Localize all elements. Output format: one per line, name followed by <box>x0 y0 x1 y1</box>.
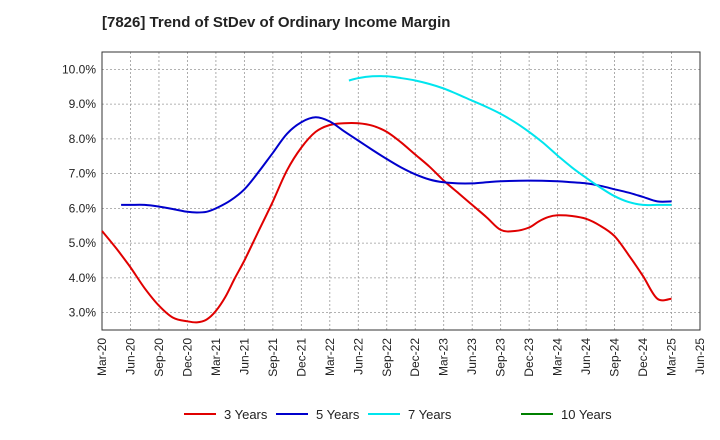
x-tick-label: Jun-20 <box>123 338 137 375</box>
x-tick-label: Dec-20 <box>180 338 194 377</box>
x-tick-label: Jun-21 <box>237 338 251 375</box>
x-tick-label: Jun-22 <box>351 338 365 375</box>
series-line-3-years <box>101 121 672 324</box>
x-tick-label: Mar-24 <box>551 338 565 376</box>
y-tick-label: 7.0% <box>69 167 97 181</box>
legend-label: 3 Years <box>224 407 268 422</box>
series-line-5-years <box>121 116 672 214</box>
x-tick-label: Dec-23 <box>522 338 536 377</box>
x-tick-label: Sep-20 <box>152 338 166 377</box>
x-tick-label: Mar-21 <box>209 338 223 376</box>
x-tick-label: Mar-20 <box>95 338 109 376</box>
x-tick-label: Jun-23 <box>465 338 479 375</box>
series-lines <box>101 75 672 324</box>
x-tick-label: Jun-24 <box>579 338 593 375</box>
legend: 3 Years 5 Years 7 Years 10 Years <box>184 407 612 422</box>
x-tick-label: Dec-21 <box>294 338 308 377</box>
x-tick-label: Mar-23 <box>437 338 451 376</box>
x-tick-label: Sep-24 <box>608 338 622 377</box>
x-tick-label: Jun-25 <box>693 338 707 375</box>
legend-label: 7 Years <box>408 407 452 422</box>
y-tick-label: 3.0% <box>69 306 97 320</box>
chart-title: [7826] Trend of StDev of Ordinary Income… <box>102 14 451 31</box>
x-tick-label: Mar-22 <box>323 338 337 376</box>
x-tick-label: Sep-23 <box>494 338 508 377</box>
y-tick-label: 8.0% <box>69 132 97 146</box>
plot-border <box>101 51 701 331</box>
x-tick-label: Sep-21 <box>266 338 280 377</box>
y-tick-label: 9.0% <box>69 97 97 111</box>
y-tick-label: 10.0% <box>62 62 96 76</box>
y-tick-label: 6.0% <box>69 201 97 215</box>
y-tick-label: 4.0% <box>69 271 97 285</box>
legend-label: 5 Years <box>316 407 360 422</box>
x-tick-label: Sep-22 <box>380 338 394 377</box>
x-tick-label: Dec-22 <box>408 338 422 377</box>
axes: 3.0% 4.0% 5.0% 6.0% 7.0% 8.0% 9.0% 10.0% Mar-20 J… <box>62 51 707 377</box>
legend-label: 10 Years <box>561 407 612 422</box>
x-tick-label: Dec-24 <box>636 338 650 377</box>
x-tick-label: Mar-25 <box>665 338 679 376</box>
plot-background <box>102 52 700 330</box>
plot-area <box>102 52 700 330</box>
y-tick-label: 5.0% <box>69 236 97 250</box>
series-line-7-years <box>348 75 672 207</box>
